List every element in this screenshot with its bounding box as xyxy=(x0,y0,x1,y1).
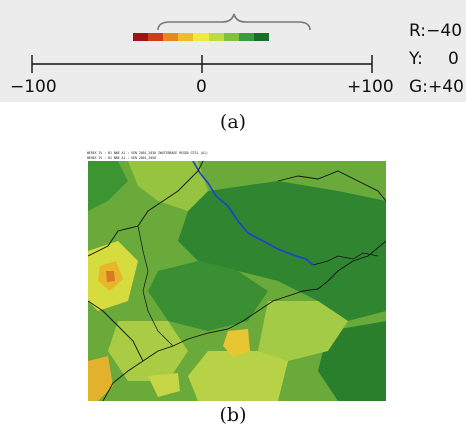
curly-brace-icon xyxy=(157,13,311,31)
map-region-dark-green-center xyxy=(148,261,268,331)
border-line-inner xyxy=(137,225,174,347)
climate-map xyxy=(88,161,386,401)
map-region-light-green-s xyxy=(258,301,348,361)
color-strip-segment xyxy=(253,33,269,41)
color-scale-panel: −100 0 +100 R:−40 Y: 0 G:+40 xyxy=(0,0,466,102)
axis-mid-label: 0 xyxy=(196,77,207,97)
axis-max-label: +100 xyxy=(347,77,394,97)
border-line-west xyxy=(88,300,144,362)
legend-green: G:+40 xyxy=(409,77,464,97)
legend-yellow-letter: Y: xyxy=(409,49,423,69)
map-region-dark-green-se xyxy=(318,321,386,401)
border-line-north xyxy=(88,161,204,257)
map-region-deep-orange-w xyxy=(106,271,115,282)
color-strip-segment xyxy=(163,33,179,41)
legend-yellow-value: 0 xyxy=(448,49,459,69)
color-strip-segment xyxy=(208,33,224,41)
axis-min-label: −100 xyxy=(10,77,57,97)
legend-yellow: Y: 0 xyxy=(409,49,459,69)
map-region-orange-sw xyxy=(88,356,113,401)
color-strip xyxy=(133,33,269,41)
legend-green-value: +40 xyxy=(428,77,464,97)
map-region-yellow-s xyxy=(223,329,250,357)
caption-b: (b) xyxy=(219,404,247,426)
color-strip-segment xyxy=(148,33,164,41)
color-strip-segment xyxy=(178,33,194,41)
legend-red-letter: R: xyxy=(409,21,427,41)
caption-a: (a) xyxy=(219,111,247,133)
color-strip-segment xyxy=(133,33,149,41)
border-line-ne xyxy=(277,170,386,202)
legend-red-value: −40 xyxy=(426,21,463,41)
map-header-line-2: WEREX IV : B1 NNE A1 : SEN 2001_2050 xyxy=(87,156,157,160)
legend-green-letter: G: xyxy=(409,77,428,97)
river-line xyxy=(192,161,314,266)
color-strip-segment xyxy=(238,33,254,41)
map-region-yellow-green-sw xyxy=(188,351,288,401)
map-region-yellow-green-s xyxy=(148,373,180,397)
border-line-south xyxy=(102,240,386,401)
border-line-east xyxy=(312,252,379,266)
map-header-line-1: WEREX IV : B1 NNE A1 : SEN 2001_2030 ZWU… xyxy=(87,151,208,155)
map-region-green-nw xyxy=(88,161,128,211)
map-region-light-green-n xyxy=(128,161,208,211)
color-strip-segment xyxy=(223,33,239,41)
color-strip-segment xyxy=(193,33,209,41)
scale-axis xyxy=(31,55,373,73)
legend-red: R:−40 xyxy=(409,21,462,41)
